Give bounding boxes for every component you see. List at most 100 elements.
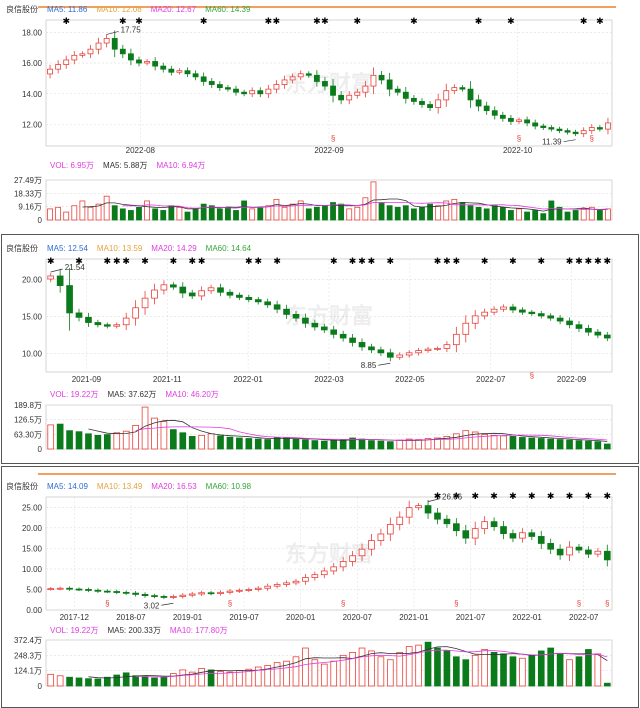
- candle-body: [132, 592, 139, 595]
- watermark: 东方财富: [285, 542, 373, 567]
- candle-body: [415, 350, 422, 354]
- watermark: 东方财富: [285, 304, 373, 329]
- legend-entry: MA60: 10.98: [206, 482, 252, 491]
- candle-body: [434, 512, 441, 520]
- candle-body: [596, 127, 603, 130]
- candle-body: [594, 331, 602, 336]
- volume-legend: VOL: 19.22万 MA5: 37.62万 MA10: 46.20万: [50, 390, 219, 399]
- event-marker: §: [454, 599, 458, 608]
- x-tick-label: 2022-07: [569, 613, 599, 622]
- candle-body: [396, 354, 404, 358]
- candle-body: [87, 48, 94, 55]
- header-separator: [38, 473, 616, 475]
- x-tick-label: 2020-07: [343, 613, 373, 622]
- volume-bar: [160, 421, 168, 450]
- x-tick-label: 2021-01: [399, 613, 429, 622]
- event-marker: §: [228, 599, 232, 608]
- candle-body: [405, 352, 413, 356]
- high-annotation: 17.75: [121, 25, 142, 34]
- volume-tick-label: 372.4万: [14, 636, 42, 645]
- candle-body: [273, 84, 280, 90]
- volume-bar: [273, 437, 281, 450]
- candle-body: [152, 61, 159, 67]
- volume-bar: [47, 424, 55, 450]
- candle-body: [594, 550, 602, 555]
- candle-body: [297, 73, 304, 78]
- volume-bar: [377, 440, 385, 450]
- candle-body: [179, 286, 187, 294]
- volume-bar: [532, 210, 539, 221]
- volume-bar: [471, 654, 479, 687]
- x-tick-label: 2022-01: [233, 375, 263, 384]
- legend-entry: MA10: 13.59: [97, 244, 143, 253]
- candle-body: [386, 79, 393, 90]
- volume-bar: [358, 647, 366, 687]
- volume-bar: [394, 206, 401, 221]
- event-flag: ✱: [585, 491, 593, 501]
- candle-body: [427, 104, 433, 108]
- candle-body: [471, 315, 479, 324]
- volume-bar: [596, 210, 603, 221]
- volume-legend-entry: MA10: 177.80万: [170, 626, 228, 635]
- event-flag: ✱: [453, 491, 461, 501]
- candle-body: [481, 521, 488, 530]
- candle-body: [200, 76, 207, 82]
- daily-panel: 良信股份 MA5: 11.86 MA10: 12.08 MA20: 12.67 MA60…: [0, 0, 640, 232]
- x-tick-label: 2018-07: [116, 613, 146, 622]
- daily-kline-chart: 良信股份 MA5: 11.86 MA10: 12.08 MA20: 12.67 MA60…: [0, 0, 613, 225]
- header-separator: [38, 6, 616, 8]
- volume-bar: [122, 430, 130, 450]
- volume-bar: [103, 676, 111, 687]
- volume-bar: [226, 436, 234, 450]
- event-flag: ✱: [75, 256, 83, 266]
- volume-bar: [79, 200, 86, 221]
- candle-body: [257, 90, 264, 95]
- y-tick-label: 15.00: [22, 313, 43, 322]
- candle-body: [330, 85, 336, 96]
- candle-body: [490, 521, 498, 527]
- volume-bar: [216, 208, 223, 221]
- event-flag: ✱: [547, 491, 555, 501]
- event-flag: ✱: [604, 256, 612, 266]
- volume-bar: [225, 206, 231, 221]
- candle-body: [585, 549, 592, 555]
- volume-bar: [207, 669, 215, 687]
- candle-body: [443, 344, 451, 349]
- low-annotation: 3.02: [144, 601, 160, 610]
- candle-body: [519, 309, 526, 313]
- volume-bar: [386, 441, 394, 450]
- volume-plot-frame: [45, 404, 613, 450]
- x-tick-label: 2021-11: [153, 375, 182, 384]
- candle-body: [424, 348, 432, 351]
- candle-body: [467, 88, 474, 101]
- x-tick-label: 2022-09: [557, 375, 587, 384]
- volume-bar: [519, 657, 526, 687]
- volume-bar: [338, 203, 345, 221]
- candle-body: [453, 523, 460, 532]
- volume-bar: [368, 440, 375, 450]
- volume-bar: [516, 208, 522, 221]
- volume-bar: [537, 438, 545, 450]
- volume-bar: [192, 208, 199, 221]
- candle-body: [56, 587, 64, 590]
- volume-ma-line: [135, 426, 608, 441]
- candle-body: [226, 590, 234, 593]
- volume-bar: [346, 208, 353, 221]
- y-tick-label: 12.00: [22, 120, 43, 129]
- candle-body: [119, 48, 126, 55]
- y-tick-label: 0.00: [26, 606, 42, 615]
- volume-bar: [427, 203, 433, 221]
- volume-bar: [200, 203, 207, 221]
- volume-bar: [566, 439, 573, 450]
- event-flag: ✱: [200, 16, 208, 26]
- volume-bar: [405, 438, 413, 450]
- volume-bar: [311, 659, 319, 687]
- volume-bar: [603, 443, 611, 450]
- candle-body: [519, 532, 526, 539]
- low-pointer: [161, 602, 174, 606]
- volume-bar: [292, 656, 300, 687]
- volume-bar: [603, 682, 611, 687]
- volume-bar: [462, 430, 470, 450]
- candle-body: [302, 577, 309, 582]
